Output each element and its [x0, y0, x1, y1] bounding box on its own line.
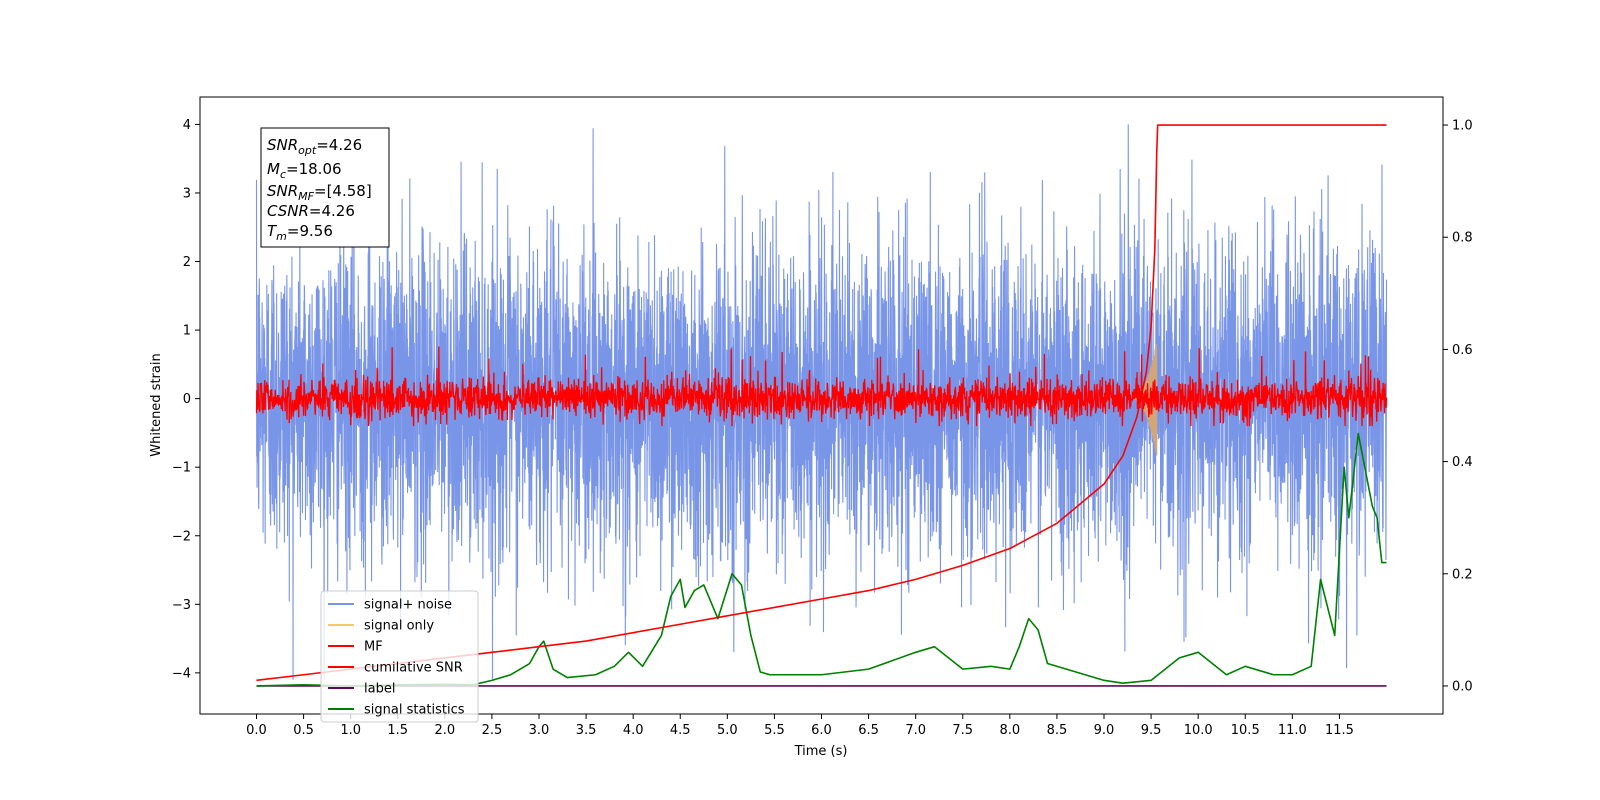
legend-label: signal only — [364, 619, 434, 634]
legend-frame — [320, 590, 479, 723]
info-snr-mf-value: =[4.58] — [314, 182, 372, 200]
x-tick-label: 0.5 — [293, 723, 314, 738]
info-snr-mf-sub: MF — [298, 190, 314, 203]
y-left-tick-label: −3 — [172, 598, 191, 613]
x-tick-label: 9.5 — [1141, 723, 1162, 738]
x-tick-label: 9.0 — [1094, 723, 1115, 738]
x-tick-label: 2.0 — [434, 723, 455, 738]
x-tick-label: 4.0 — [623, 723, 644, 738]
y-right-tick-label: 0.0 — [1452, 679, 1473, 694]
y-left-tick-label: 2 — [183, 255, 191, 270]
x-tick-label: 7.5 — [952, 723, 973, 738]
y-axis-right: 1.0 0.8 0.6 0.4 0.2 0.0 — [1443, 119, 1473, 694]
y-left-tick-label: 0 — [183, 392, 191, 407]
info-snr-opt-sub: opt — [298, 144, 317, 157]
info-box: SNRopt=4.26 Mc=18.06 SNRMF=[4.58] CSNR=4… — [260, 127, 390, 248]
info-tm-value: =9.56 — [287, 222, 333, 240]
x-axis: 0.0 0.5 1.0 1.5 2.0 2.5 3.0 3.5 4.0 4.5 5.0 5.5 6.0 6… — [246, 714, 1354, 738]
info-snr-opt-value: =4.26 — [316, 136, 362, 154]
info-box-frame — [260, 127, 390, 248]
x-tick-label: 10.0 — [1184, 723, 1213, 738]
x-tick-label: 6.5 — [858, 723, 879, 738]
x-tick-label: 7.0 — [905, 723, 926, 738]
x-tick-label: 11.5 — [1325, 723, 1354, 738]
info-snr-opt-symbol: SNR — [267, 136, 298, 154]
x-tick-label: 3.0 — [529, 723, 550, 738]
legend-label: signal+ noise — [364, 598, 452, 613]
x-tick-label: 6.0 — [811, 723, 832, 738]
legend: signal+ noise signal only MF cumilative SNR… — [320, 590, 479, 723]
x-tick-label: 0.0 — [246, 723, 267, 738]
y-left-tick-label: 4 — [183, 118, 191, 133]
series-signal-statistics — [256, 432, 1387, 687]
info-tm: Tm=9.56 — [267, 222, 333, 243]
info-snr-mf: SNRMF=[4.58] — [267, 182, 372, 203]
y-left-tick-label: 1 — [183, 324, 191, 339]
info-tm-symbol: T — [267, 222, 278, 240]
y-right-tick-label: 0.6 — [1452, 343, 1473, 358]
x-tick-label: 3.5 — [576, 723, 597, 738]
info-mc: Mc=18.06 — [267, 160, 342, 181]
series-mf — [255, 346, 1388, 427]
legend-label: label — [364, 682, 395, 697]
y-left-tick-label: −4 — [172, 666, 191, 681]
info-mc-value: =18.06 — [286, 160, 342, 178]
info-tm-sub: m — [276, 230, 287, 243]
x-axis-label: Time (s) — [794, 744, 848, 759]
x-tick-label: 5.5 — [764, 723, 785, 738]
x-tick-label: 1.0 — [340, 723, 361, 738]
x-tick-label: 8.0 — [999, 723, 1020, 738]
x-tick-label: 8.5 — [1047, 723, 1068, 738]
legend-label: cumilative SNR — [364, 661, 463, 676]
info-csnr: CSNR=4.26 — [267, 202, 355, 220]
series-signal-noise — [255, 124, 1388, 680]
y-axis-label: Whitened strain — [149, 353, 164, 456]
y-left-tick-label: −1 — [172, 461, 191, 476]
y-right-tick-label: 0.8 — [1452, 231, 1473, 246]
x-tick-label: 2.5 — [482, 723, 503, 738]
y-left-tick-label: −2 — [172, 529, 191, 544]
info-csnr-value: =4.26 — [309, 202, 355, 220]
x-tick-label: 11.0 — [1278, 723, 1307, 738]
y-right-tick-label: 0.2 — [1452, 567, 1473, 582]
info-mc-sub: c — [280, 168, 286, 181]
y-right-tick-label: 0.4 — [1452, 455, 1473, 470]
info-csnr-symbol: CSNR — [267, 202, 309, 220]
info-snr-opt: SNRopt=4.26 — [267, 136, 362, 157]
x-tick-label: 4.5 — [670, 723, 691, 738]
x-tick-label: 5.0 — [717, 723, 738, 738]
legend-label: MF — [364, 640, 383, 655]
x-tick-label: 10.5 — [1231, 723, 1260, 738]
legend-label: signal statistics — [364, 703, 465, 718]
y-right-tick-label: 1.0 — [1452, 119, 1473, 134]
y-axis-left: 4 3 2 1 0 −1 −2 −3 −4 — [172, 118, 200, 681]
info-snr-mf-symbol: SNR — [267, 182, 298, 200]
info-mc-symbol: M — [267, 160, 280, 178]
x-tick-label: 1.5 — [387, 723, 408, 738]
y-left-tick-label: 3 — [183, 186, 191, 201]
